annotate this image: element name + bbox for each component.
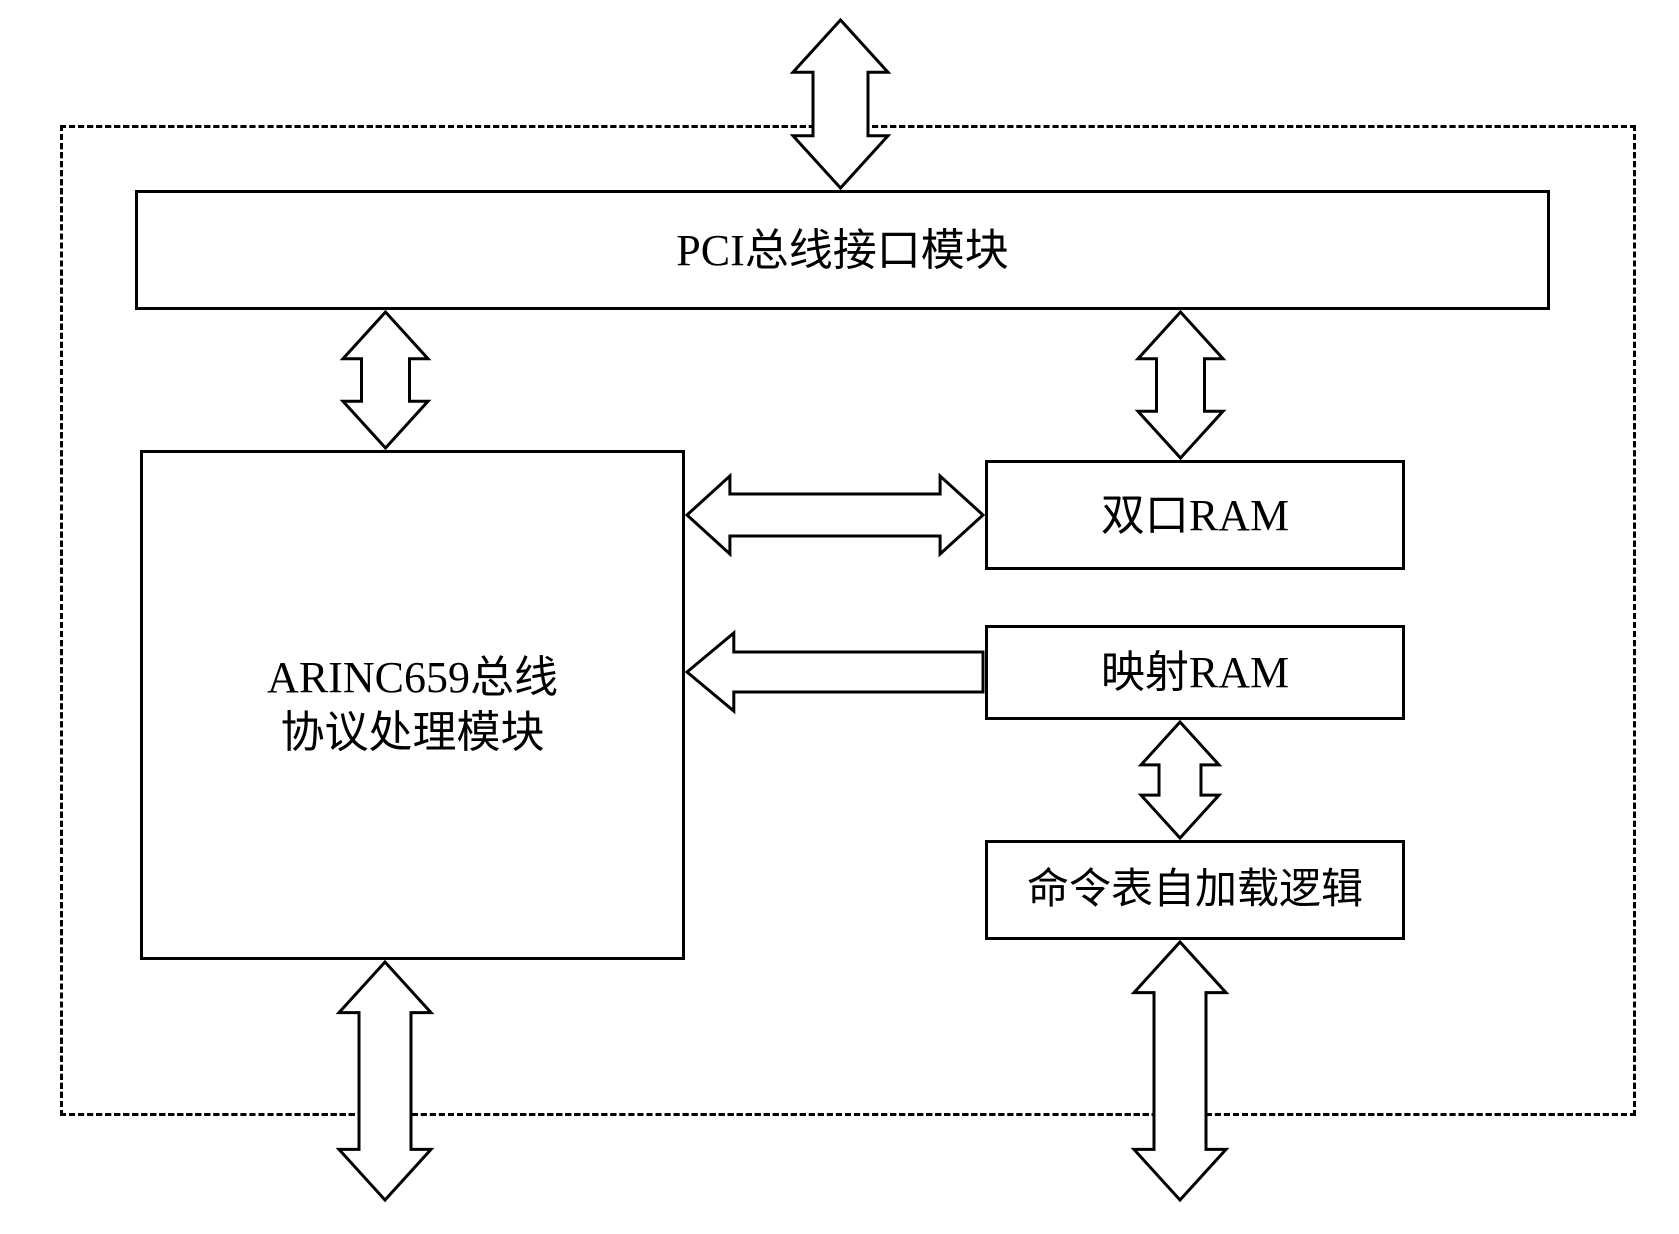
node-arinc-label: ARINC659总线 协议处理模块 — [267, 650, 558, 760]
arrow-a-arinc-out — [339, 962, 431, 1200]
arrow-a-mapram-arinc — [687, 633, 983, 711]
arrow-a-cmd-out — [1134, 942, 1226, 1200]
arrow-a-pci-arinc — [343, 312, 428, 448]
arrow-a-top — [793, 20, 888, 188]
node-arinc: ARINC659总线 协议处理模块 — [140, 450, 685, 960]
node-mapram-label: 映射RAM — [1101, 645, 1289, 700]
arrow-a-pci-dpram — [1138, 312, 1223, 458]
diagram-canvas: PCI总线接口模块 ARINC659总线 协议处理模块 双口RAM 映射RAM … — [0, 0, 1679, 1234]
node-cmdload: 命令表自加载逻辑 — [985, 840, 1405, 940]
node-mapram: 映射RAM — [985, 625, 1405, 720]
arrow-a-mapram-cmd — [1141, 722, 1219, 838]
node-pci: PCI总线接口模块 — [135, 190, 1550, 310]
node-dpram: 双口RAM — [985, 460, 1405, 570]
node-dpram-label: 双口RAM — [1101, 488, 1289, 543]
node-cmdload-label: 命令表自加载逻辑 — [1027, 864, 1363, 917]
arrow-a-arinc-dpram — [687, 476, 983, 554]
node-pci-label: PCI总线接口模块 — [676, 223, 1008, 278]
